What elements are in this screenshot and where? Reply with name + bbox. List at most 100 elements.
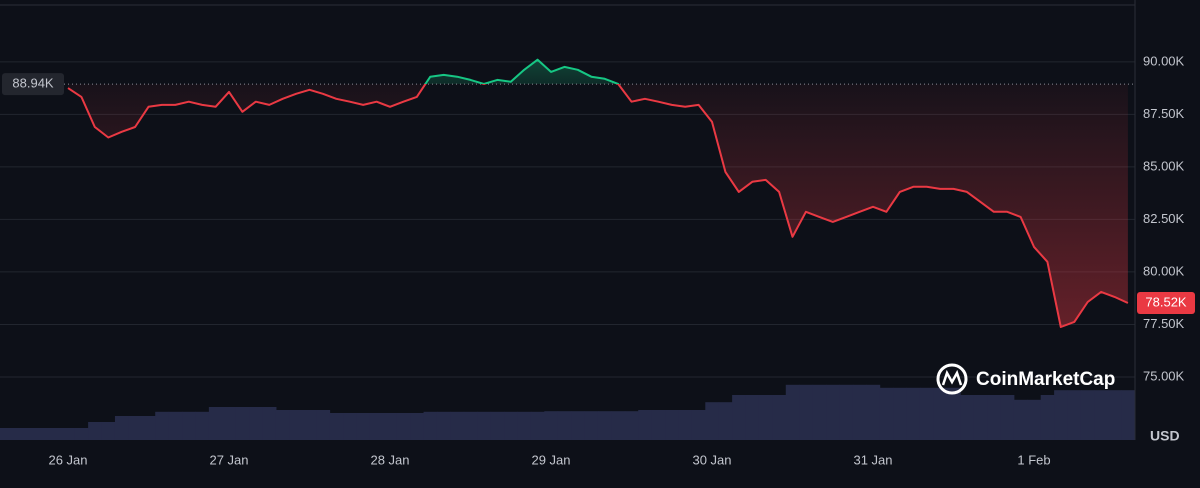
plot-layer xyxy=(64,58,1135,328)
volume-bar xyxy=(611,411,626,440)
watermark-text: CoinMarketCap xyxy=(976,369,1115,390)
volume-bar xyxy=(571,411,586,440)
volume-bar xyxy=(758,395,773,440)
logo xyxy=(936,363,968,395)
volume-bar xyxy=(195,411,210,440)
volume-bar xyxy=(745,395,760,440)
volume-bar xyxy=(1067,390,1082,440)
volume-bar xyxy=(879,387,894,440)
reference-label-box xyxy=(2,73,64,96)
volume-bar xyxy=(490,411,505,440)
price-line xyxy=(67,58,1129,328)
volume-bar xyxy=(0,428,76,440)
volume-bar xyxy=(423,411,438,440)
volume-bar xyxy=(1107,390,1122,440)
volume-bar xyxy=(396,413,411,440)
x-tick-label: 29 Jan xyxy=(531,452,570,467)
volume-bar xyxy=(732,395,747,440)
volume-bar xyxy=(289,410,304,440)
volume-bar xyxy=(973,395,988,440)
volume-bar xyxy=(557,411,572,440)
volume-bar xyxy=(383,413,398,440)
watermark: CoinMarketCap xyxy=(936,363,1115,395)
volume-bar xyxy=(74,428,89,440)
volume-bar xyxy=(772,395,787,440)
volume-bar xyxy=(517,411,532,440)
volume-bar xyxy=(1054,390,1069,440)
volume-bar xyxy=(946,387,961,440)
volume-bar xyxy=(141,416,156,440)
logo-mark xyxy=(941,369,963,386)
volume-bar xyxy=(436,411,451,440)
y-tick-label: 85.00K xyxy=(1143,158,1185,173)
volume-bar xyxy=(893,387,908,440)
volume-bar xyxy=(477,411,492,440)
volume-bar xyxy=(504,411,518,440)
volume-bar xyxy=(584,411,599,440)
volume-bar xyxy=(826,384,840,440)
y-tick-label: 80.00K xyxy=(1143,263,1185,278)
volume-bar xyxy=(530,411,545,440)
volume-bar xyxy=(235,407,250,440)
volume-bar xyxy=(678,410,693,440)
volume-bar xyxy=(1080,390,1095,440)
y-tick-label: 75.00K xyxy=(1143,368,1185,383)
y-tick-label: 90.00K xyxy=(1143,53,1185,68)
volume-bar xyxy=(624,411,639,440)
volume-bar xyxy=(262,407,277,440)
volume-bar xyxy=(155,411,170,440)
volume-bar xyxy=(463,411,478,440)
volume-bar xyxy=(168,411,183,440)
volume-bar xyxy=(182,411,196,440)
volume-bar xyxy=(933,387,948,440)
volume-bar xyxy=(665,410,679,440)
volume-bar xyxy=(1013,399,1028,440)
volume-bar xyxy=(812,384,827,440)
volume-bar xyxy=(544,411,559,440)
y-tick-label: 87.50K xyxy=(1143,106,1185,121)
x-tick-label: 31 Jan xyxy=(853,452,892,467)
y-tick-label: 82.50K xyxy=(1143,211,1185,226)
volume-bar xyxy=(691,410,706,440)
volume-bar xyxy=(88,422,103,440)
volume-bar xyxy=(839,384,854,440)
volume-bar xyxy=(275,410,290,440)
volume-bar xyxy=(987,395,1001,440)
reference-label: 88.94K xyxy=(12,76,54,91)
volume-bar xyxy=(329,413,344,440)
volume-bar xyxy=(222,407,237,440)
last-price-label: 78.52K xyxy=(1145,294,1187,309)
currency-label: USD xyxy=(1150,428,1180,444)
last-price-box xyxy=(1137,292,1195,315)
volume-bar xyxy=(906,387,921,440)
volume-bar xyxy=(410,413,425,440)
volume-bar xyxy=(866,384,881,440)
volume-bar xyxy=(651,410,666,440)
x-tick-label: 28 Jan xyxy=(370,452,409,467)
volume-bar xyxy=(343,413,357,440)
volume-bar xyxy=(1027,399,1042,440)
volume-bar xyxy=(597,411,612,440)
x-tick-label: 30 Jan xyxy=(692,452,731,467)
y-tick-label: 77.50K xyxy=(1143,316,1185,331)
volume-bar xyxy=(718,402,733,440)
volume-bar xyxy=(705,402,720,440)
volume-bar xyxy=(919,387,934,440)
x-tick-label: 1 Feb xyxy=(1017,452,1050,467)
volume-bar xyxy=(1040,395,1055,440)
volume-bar xyxy=(249,407,264,440)
volume-layer xyxy=(0,384,1136,440)
volume-bar xyxy=(1000,395,1015,440)
volume-bar xyxy=(208,407,223,440)
volume-bar xyxy=(114,416,129,440)
volume-bar xyxy=(450,411,465,440)
volume-bar xyxy=(302,410,317,440)
volume-bar xyxy=(1094,390,1109,440)
volume-bar xyxy=(1121,390,1136,440)
volume-bar xyxy=(356,413,371,440)
volume-bar xyxy=(785,384,800,440)
volume-bar xyxy=(638,410,653,440)
volume-bar xyxy=(852,384,867,440)
